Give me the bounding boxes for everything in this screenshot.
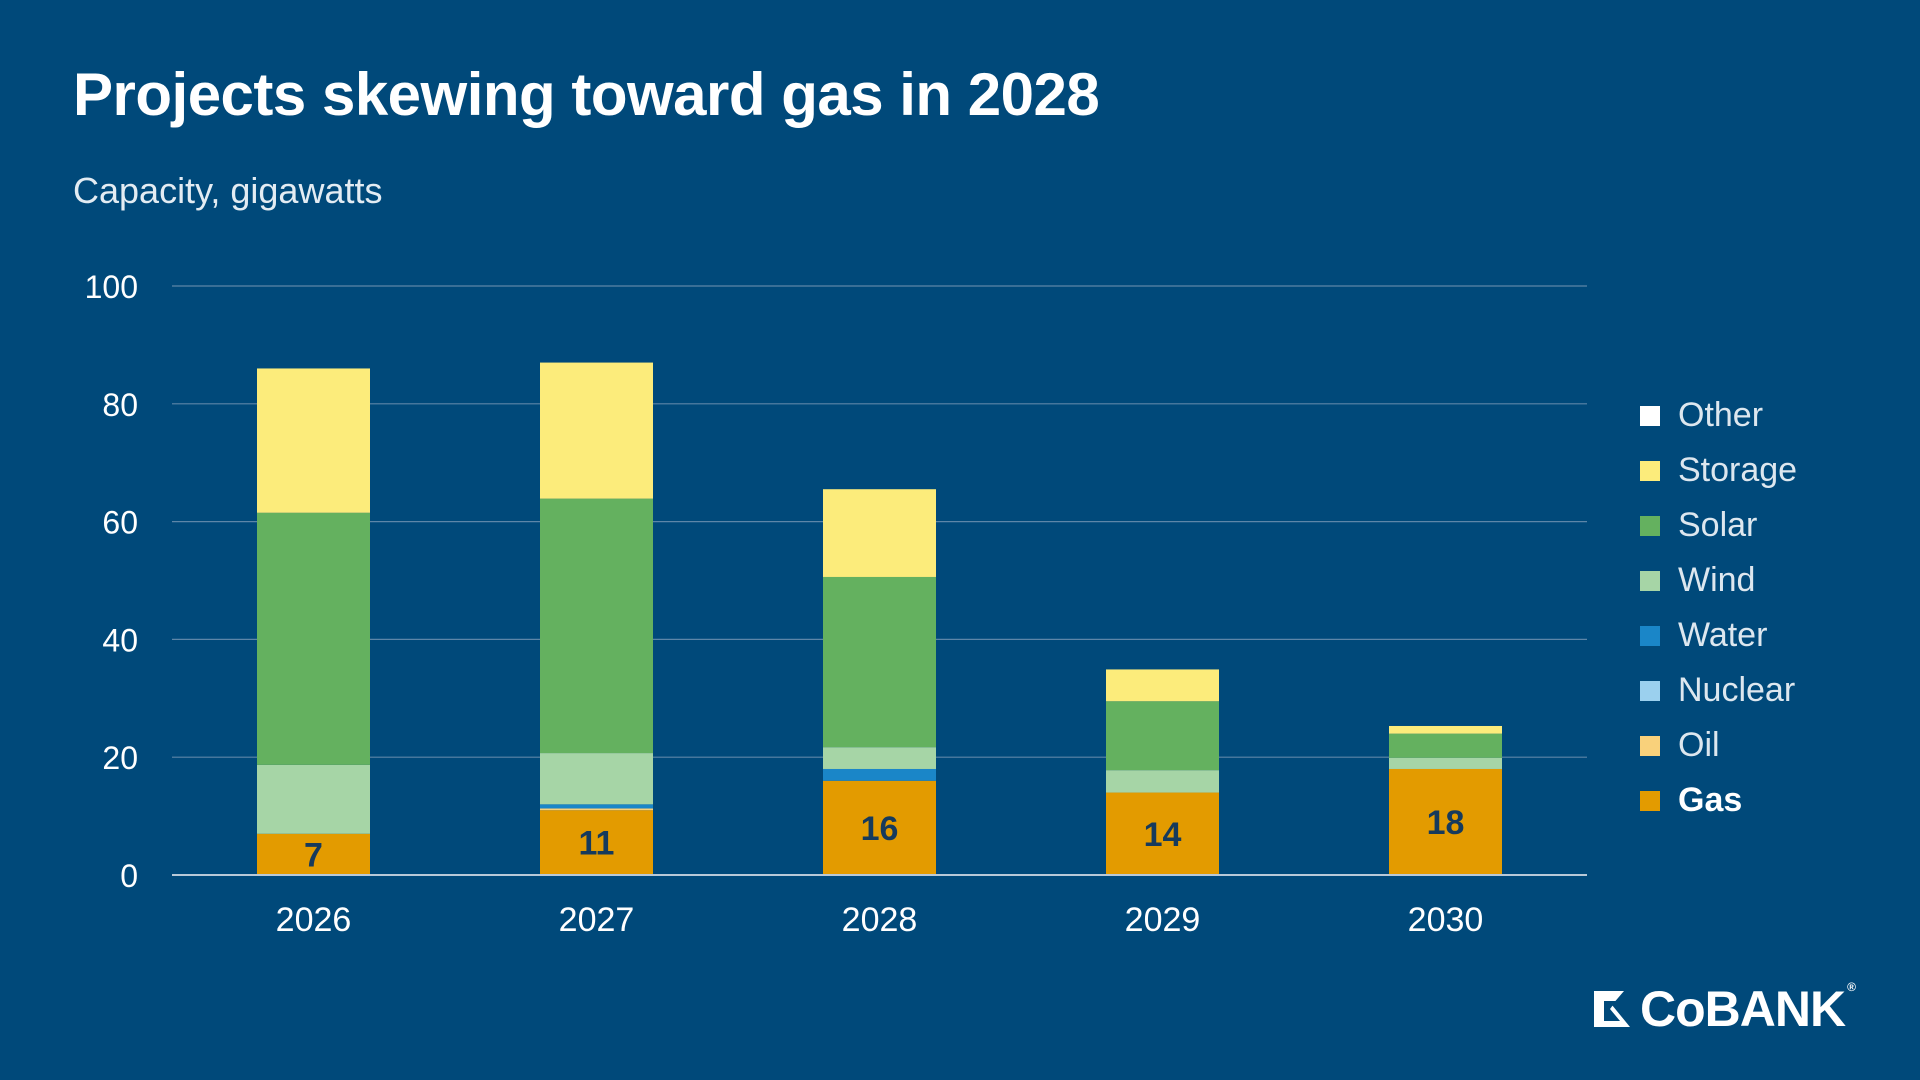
data-label: 14 <box>1144 816 1182 854</box>
bar-segment-gas <box>257 833 370 875</box>
bar-segment-solar <box>1389 733 1502 758</box>
chart-subtitle: Capacity, gigawatts <box>73 170 383 211</box>
legend-swatch <box>1640 625 1660 646</box>
legend-label: Gas <box>1678 781 1743 819</box>
cobank-logo-mark-icon <box>1594 991 1630 1027</box>
legend-swatch <box>1640 405 1660 426</box>
legend-label: Oil <box>1678 726 1720 764</box>
logo-text: CoBANK ® <box>1640 980 1856 1037</box>
bar-segment-solar <box>540 498 653 754</box>
legend: Other Storage Solar Wind Water Nuclear Oil Gas <box>1640 388 1797 828</box>
legend-label: Wind <box>1678 561 1756 599</box>
y-tick-label: 20 <box>102 740 138 776</box>
bar-segment-storage <box>1389 725 1502 734</box>
bar-segment-solar <box>1106 701 1219 771</box>
x-tick-label: 2026 <box>276 901 352 939</box>
bar-segment-gas <box>823 780 936 875</box>
bar-segment-wind <box>1106 770 1219 793</box>
bars: 7 11 16 14 18 <box>257 362 1502 875</box>
x-tick-label: 2027 <box>559 901 635 939</box>
bar-segment-gas <box>540 810 653 875</box>
legend-swatch <box>1640 460 1660 481</box>
y-tick-label: 100 <box>85 269 138 305</box>
legend-swatch <box>1640 790 1660 811</box>
chart-title: Projects skewing toward gas in 2028 <box>73 61 1100 128</box>
bar-segment-gas <box>1389 768 1502 875</box>
y-tick-label: 0 <box>120 858 138 894</box>
bar-segment-oil <box>540 808 653 811</box>
legend-item-other: Other <box>1640 388 1797 443</box>
bar-segment-gas <box>1106 792 1219 875</box>
x-tick-label: 2029 <box>1125 901 1201 939</box>
bar-segment-water <box>823 768 936 781</box>
x-tick-label: 2028 <box>842 901 918 939</box>
bar-segment-wind <box>540 753 653 805</box>
legend-item-oil: Oil <box>1640 718 1797 773</box>
legend-item-gas: Gas <box>1640 773 1797 828</box>
bar-segment-wind <box>823 747 936 769</box>
x-tick-label: 2030 <box>1408 901 1484 939</box>
data-label: 11 <box>579 825 615 863</box>
bar-segment-water <box>540 804 653 809</box>
y-tick-label: 80 <box>102 387 138 423</box>
bar-segment-wind <box>1389 757 1502 769</box>
legend-label: Other <box>1678 396 1764 434</box>
legend-item-solar: Solar <box>1640 498 1797 553</box>
legend-item-wind: Wind <box>1640 553 1797 608</box>
legend-item-storage: Storage <box>1640 443 1797 498</box>
data-label: 18 <box>1427 804 1465 842</box>
x-axis: 2026 2027 2028 2029 2030 <box>172 874 1587 939</box>
data-label: 16 <box>861 810 899 848</box>
y-tick-label: 60 <box>102 505 138 541</box>
legend-label: Nuclear <box>1678 671 1796 709</box>
bar-segment-wind <box>257 764 370 834</box>
bar-segment-storage <box>540 362 653 499</box>
legend-swatch <box>1640 515 1660 536</box>
y-axis: 0 20 40 60 80 100 <box>85 269 138 894</box>
cobank-logo: CoBANK ® <box>1590 980 1856 1038</box>
bar-segment-storage <box>257 368 370 513</box>
y-tick-label: 40 <box>102 622 138 658</box>
legend-swatch <box>1640 735 1660 756</box>
legend-item-water: Water <box>1640 608 1797 663</box>
legend-swatch <box>1640 570 1660 591</box>
legend-swatch <box>1640 680 1660 701</box>
legend-label: Solar <box>1678 506 1758 544</box>
legend-item-nuclear: Nuclear <box>1640 663 1797 718</box>
legend-label: Water <box>1678 616 1768 654</box>
bar-segment-solar <box>257 512 370 765</box>
bar-segment-storage <box>1106 669 1219 702</box>
bar-segment-storage <box>823 489 936 577</box>
data-label: 7 <box>304 836 323 874</box>
bar-segment-solar <box>823 576 936 748</box>
legend-label: Storage <box>1678 451 1798 489</box>
